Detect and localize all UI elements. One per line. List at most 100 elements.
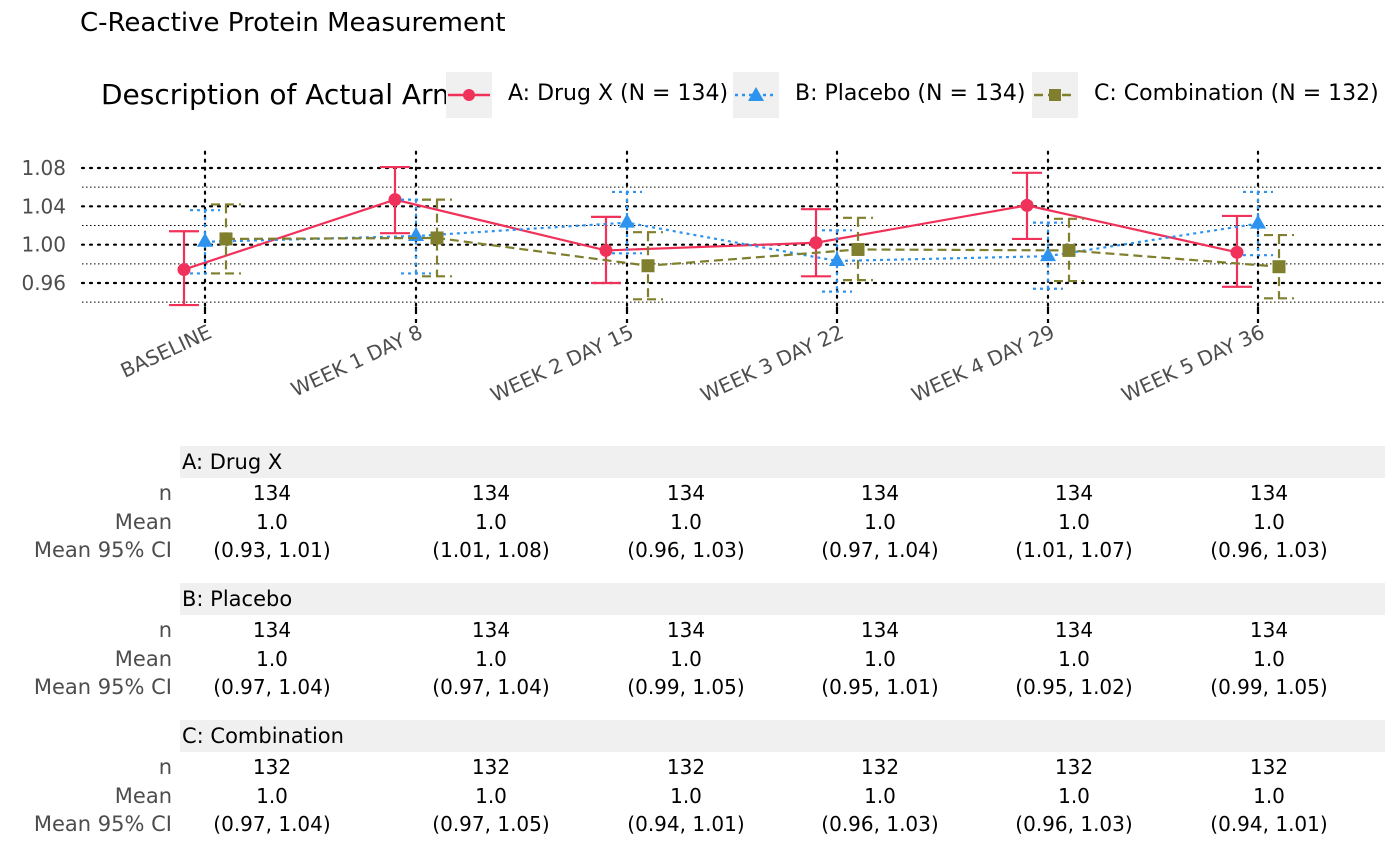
table-cell: 134 [860, 618, 900, 642]
table-cell: 134 [252, 481, 292, 505]
y-tick-label: 1.08 [21, 156, 66, 180]
table-cell: 134 [471, 481, 511, 505]
line-chart: 0.96 1.00 1.04 1.08 BASELINE WEEK 1 DAY 8 WEEK… [21, 150, 1387, 407]
table-cell: 134 [1249, 618, 1289, 642]
table-cell: (0.95, 1.02) [1015, 675, 1133, 699]
data-point-circle [1020, 198, 1034, 212]
table-cell: 1.0 [475, 509, 507, 534]
table-cell: 1.0 [475, 646, 507, 671]
n-row: n 134 134 134 134 134 134 [0, 481, 1400, 509]
table-cell: (0.97, 1.05) [432, 812, 550, 836]
table-cell: 1.0 [864, 646, 896, 671]
row-label: n [158, 755, 172, 779]
table-cell: (0.97, 1.04) [213, 812, 331, 836]
table-group: A: Drug X n 134 134 134 134 134 134 Mean 1.0 1.0 1.… [0, 446, 1400, 583]
legend-key-combination [1032, 72, 1078, 118]
table-cell: (0.99, 1.05) [1210, 675, 1328, 699]
x-tick-label: WEEK 2 DAY 15 [487, 320, 637, 407]
table-cell: 1.0 [864, 783, 896, 808]
data-point-square [219, 232, 233, 246]
table-cell: (0.94, 1.01) [627, 812, 745, 836]
table-group: B: Placebo n 134 134 134 134 134 134 Mean 1.0 1.0 1… [0, 583, 1400, 720]
legend-key-drug-x [446, 72, 492, 118]
legend-label: A: Drug X (N = 134) [508, 81, 729, 106]
table-cell: 1.0 [1058, 783, 1090, 808]
table-cell: (1.01, 1.08) [432, 538, 550, 562]
group-header: A: Drug X [180, 446, 1385, 478]
table-cell: (0.97, 1.04) [213, 675, 331, 699]
x-tick-label: WEEK 3 DAY 22 [697, 320, 847, 407]
error-bar [190, 209, 220, 275]
table-cell: 134 [860, 481, 900, 505]
table-cell: 134 [252, 618, 292, 642]
legend-title: Description of Actual Arm [101, 78, 447, 111]
table-cell: 1.0 [1253, 783, 1285, 808]
row-label: Mean [114, 509, 172, 534]
data-point-triangle [1250, 214, 1266, 229]
table-cell: (0.96, 1.03) [1015, 812, 1133, 836]
table-cell: 134 [666, 618, 706, 642]
x-tick-label: WEEK 4 DAY 29 [908, 320, 1058, 407]
table-cell: 134 [666, 481, 706, 505]
data-point-square [1062, 243, 1076, 257]
error-bar [422, 198, 452, 278]
data-point-square [430, 231, 444, 245]
y-tick-label: 1.04 [21, 194, 66, 218]
mean-row: Mean 1.0 1.0 1.0 1.0 1.0 1.0 [0, 510, 1400, 538]
triangle-marker-icon [748, 87, 764, 101]
table-cell: (0.95, 1.01) [821, 675, 939, 699]
chart-title: C-Reactive Protein Measurement [80, 8, 506, 38]
ci-row: Mean 95% CI (0.97, 1.04) (0.97, 1.04) (0.99… [0, 675, 1400, 703]
table-cell: 1.0 [670, 509, 702, 534]
square-marker-icon [1049, 89, 1061, 101]
x-tick-label: WEEK 1 DAY 8 [287, 320, 426, 402]
row-label: Mean 95% CI [33, 812, 172, 836]
data-point-circle [177, 263, 191, 277]
table-cell: 1.0 [256, 509, 288, 534]
table-cell: 1.0 [1058, 646, 1090, 671]
table-cell: 132 [471, 755, 511, 779]
row-label: Mean 95% CI [33, 538, 172, 562]
table-cell: 1.0 [1253, 646, 1285, 671]
table-cell: 1.0 [256, 646, 288, 671]
legend-label: C: Combination (N = 132) [1094, 81, 1379, 106]
group-header: C: Combination [180, 720, 1385, 752]
legend-key-placebo [733, 72, 779, 118]
y-tick-label: 1.00 [21, 233, 66, 257]
table-cell: 1.0 [475, 783, 507, 808]
table-cell: 1.0 [1058, 509, 1090, 534]
row-label: Mean [114, 646, 172, 671]
table-cell: (0.99, 1.05) [627, 675, 745, 699]
table-cell: 132 [1249, 755, 1289, 779]
table-cell: 1.0 [1253, 509, 1285, 534]
table-cell: (0.93, 1.01) [213, 538, 331, 562]
data-point-square [1272, 260, 1286, 274]
data-point-triangle [1040, 247, 1056, 262]
table-cell: (1.01, 1.07) [1015, 538, 1133, 562]
data-point-triangle [619, 213, 635, 228]
table-cell: (0.96, 1.03) [1210, 538, 1328, 562]
row-label: Mean [114, 783, 172, 808]
table-cell: 134 [1054, 481, 1094, 505]
table-cell: (0.94, 1.01) [1210, 812, 1328, 836]
n-row: n 134 134 134 134 134 134 [0, 618, 1400, 646]
table-cell: 132 [666, 755, 706, 779]
table-group: C: Combination n 132 132 132 132 132 132 Mean 1.0… [0, 720, 1400, 857]
y-tick-label: 0.96 [21, 271, 66, 295]
error-bar [1033, 221, 1063, 290]
table-cell: 132 [860, 755, 900, 779]
table-cell: 134 [471, 618, 511, 642]
n-row: n 132 132 132 132 132 132 [0, 755, 1400, 783]
table-cell: (0.97, 1.04) [432, 675, 550, 699]
table-cell: (0.96, 1.03) [627, 538, 745, 562]
ci-row: Mean 95% CI (0.97, 1.04) (0.97, 1.05) (0.94… [0, 812, 1400, 840]
data-point-triangle [829, 251, 845, 266]
x-tick-label: BASELINE [117, 320, 215, 383]
data-point-circle [809, 236, 823, 250]
row-label: n [158, 481, 172, 505]
table-cell: 1.0 [256, 783, 288, 808]
legend-label: B: Placebo (N = 134) [795, 81, 1026, 106]
data-point-triangle [197, 232, 213, 247]
table-cell: 132 [1054, 755, 1094, 779]
row-label: Mean 95% CI [33, 675, 172, 699]
